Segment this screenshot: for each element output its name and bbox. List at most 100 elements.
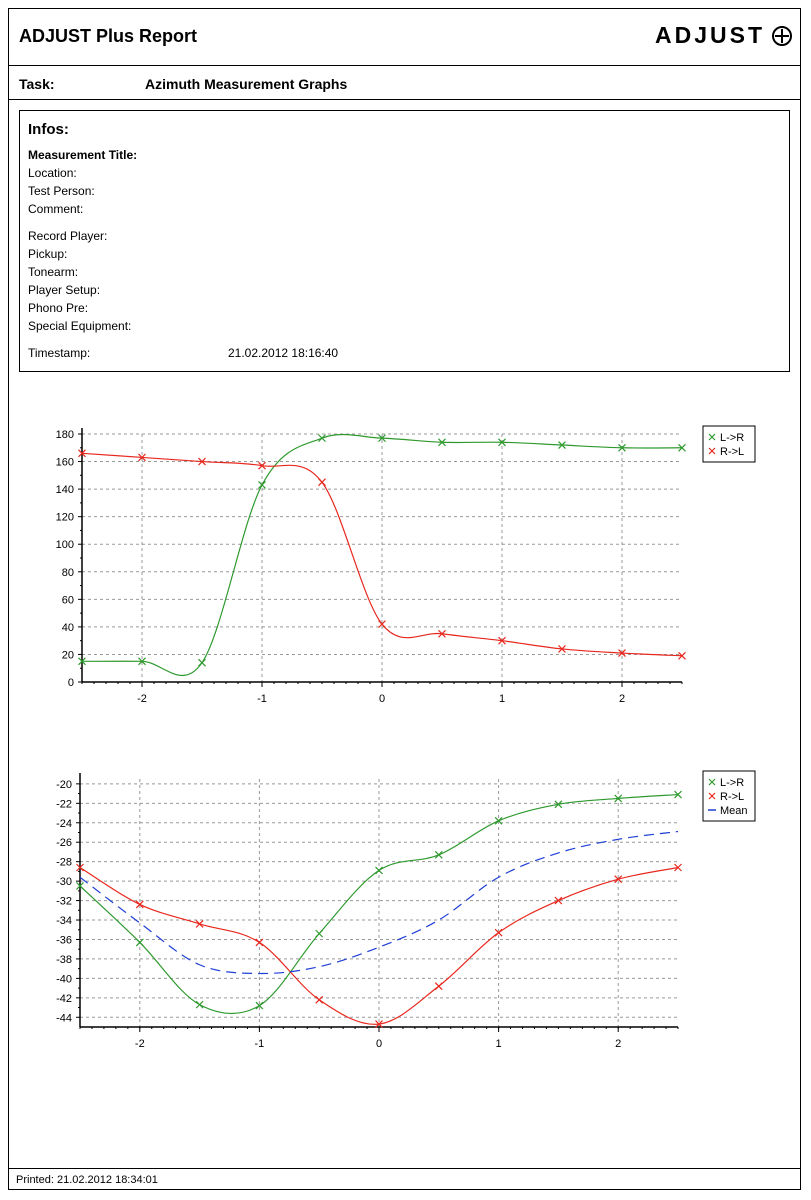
- y-tick-label: -38: [56, 954, 72, 966]
- info-label-record-player: Record Player:: [28, 229, 108, 243]
- data-point: [315, 929, 324, 938]
- data-point: [378, 620, 386, 629]
- legend-marker: [708, 447, 716, 455]
- data-point: [318, 478, 326, 487]
- y-tick-label: -34: [56, 915, 72, 927]
- y-tick-label: 180: [56, 429, 74, 441]
- level-chart: -20-22-24-26-28-30-32-34-36-38-40-42-44-…: [56, 770, 756, 1050]
- data-point: [678, 443, 686, 452]
- y-tick-label: 80: [62, 567, 74, 579]
- data-point: [494, 816, 503, 825]
- data-point: [498, 438, 506, 447]
- task-label: Task:: [19, 76, 55, 92]
- y-tick-label: 0: [68, 677, 74, 689]
- series-line-L->R: [79, 793, 679, 1015]
- info-label-player-setup: Player Setup:: [28, 283, 101, 297]
- series-line-L->R: [81, 433, 683, 677]
- y-tick-label: 40: [62, 622, 74, 634]
- y-tick-label: -44: [56, 1012, 72, 1024]
- info-label-test-person: Test Person:: [28, 184, 95, 198]
- info-label-measurement-title: Measurement Title:: [28, 148, 138, 162]
- y-tick-label: 60: [62, 594, 74, 606]
- phase-chart: 0 20 40 60 80 100 120 140 160 180 -2 -1 0 1 2 L->R R->L: [56, 425, 756, 705]
- y-tick-label: -22: [56, 798, 72, 810]
- info-label-tonearm: Tonearm:: [28, 265, 79, 279]
- x-tick-label: 0: [379, 693, 385, 705]
- x-tick-label: 2: [615, 1038, 621, 1050]
- data-point: [135, 900, 144, 909]
- y-tick-label: 160: [56, 457, 74, 469]
- y-tick-label: -26: [56, 837, 72, 849]
- brand-logo: ADJUST: [655, 22, 793, 49]
- data-point: [674, 790, 682, 799]
- series-line-R->L: [81, 452, 683, 657]
- series-line-Mean: [79, 830, 679, 975]
- info-label-comment: Comment:: [28, 202, 84, 216]
- infos-title: Infos:: [28, 121, 69, 138]
- data-point: [494, 928, 503, 937]
- y-tick-label: -36: [56, 934, 72, 946]
- legend-label: L->R: [720, 777, 744, 789]
- data-point: [76, 863, 84, 872]
- data-point: [138, 453, 146, 462]
- legend-marker: [708, 433, 716, 441]
- y-tick-label: -28: [56, 857, 72, 869]
- x-tick-label: 0: [376, 1038, 382, 1050]
- data-point: [255, 938, 264, 947]
- x-tick-label: 2: [619, 693, 625, 705]
- legend-marker: [708, 778, 716, 786]
- data-point: [318, 434, 326, 443]
- y-tick-label: -42: [56, 993, 72, 1005]
- data-point: [438, 629, 446, 638]
- info-label-special-equipment: Special Equipment:: [28, 319, 132, 333]
- data-point: [315, 995, 324, 1004]
- y-tick-label: 140: [56, 484, 74, 496]
- logo-text: ADJUST: [654, 22, 765, 48]
- y-tick-label: 120: [56, 512, 74, 524]
- data-point: [198, 457, 206, 466]
- report-frame: [8, 8, 801, 1190]
- y-tick-label: 100: [56, 539, 74, 551]
- x-tick-label: -2: [135, 1038, 145, 1050]
- data-point: [375, 866, 383, 875]
- data-point: [618, 443, 626, 452]
- data-point: [255, 1001, 264, 1010]
- data-point: [614, 875, 623, 884]
- data-point: [195, 919, 204, 928]
- legend-label: R->L: [720, 446, 744, 458]
- data-point: [378, 434, 386, 443]
- data-point: [78, 657, 86, 666]
- data-point: [198, 658, 206, 667]
- crosshair-circle-icon: [772, 25, 792, 46]
- report-footer: Printed: 21.02.2012 18:34:01: [8, 1168, 801, 1190]
- printed-timestamp: Printed: 21.02.2012 18:34:01: [16, 1174, 158, 1186]
- data-point: [678, 651, 686, 660]
- info-label-phono-pre: Phono Pre:: [28, 301, 89, 315]
- data-point: [614, 794, 623, 803]
- report-header: ADJUST Plus Report ADJUST: [8, 8, 801, 66]
- data-point: [135, 938, 144, 947]
- data-point: [138, 657, 146, 666]
- data-point: [195, 1000, 204, 1009]
- info-label-pickup: Pickup:: [28, 247, 68, 261]
- report-title: ADJUST Plus Report: [19, 26, 198, 46]
- y-tick-label: -40: [56, 973, 72, 985]
- data-point: [558, 645, 566, 653]
- x-tick-label: -2: [137, 693, 147, 705]
- y-tick-label: 20: [62, 649, 74, 661]
- legend-label: R->L: [720, 791, 744, 803]
- y-tick-label: -24: [56, 818, 72, 830]
- data-point: [618, 649, 626, 657]
- task-row: Task: Azimuth Measurement Graphs: [8, 66, 801, 100]
- x-tick-label: -1: [257, 693, 267, 705]
- data-point: [434, 850, 443, 859]
- task-value: Azimuth Measurement Graphs: [145, 76, 348, 92]
- data-point: [674, 863, 682, 872]
- timestamp-value: 21.02.2012 18:16:40: [228, 346, 339, 360]
- data-point: [78, 449, 86, 458]
- legend-label: L->R: [720, 432, 744, 444]
- data-point: [498, 636, 506, 645]
- data-point: [258, 461, 266, 470]
- data-point: [375, 1020, 383, 1029]
- infos-panel: Infos: Measurement Title: Location: Test…: [19, 110, 790, 372]
